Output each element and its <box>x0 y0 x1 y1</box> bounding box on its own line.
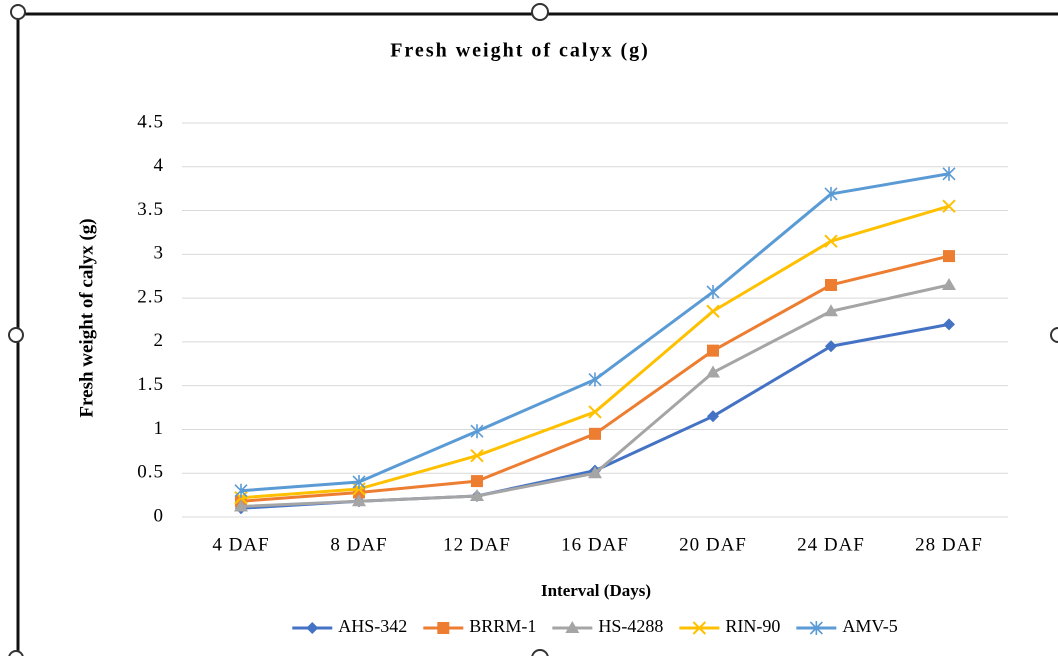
chart-title: Fresh weight of calyx (g) <box>390 40 650 62</box>
data-point <box>824 186 838 201</box>
data-point <box>471 475 483 488</box>
y-tick-label: 1 <box>154 418 165 439</box>
data-point <box>352 494 366 507</box>
x-tick-label: 16 DAF <box>561 534 629 555</box>
data-point <box>706 304 720 318</box>
legend-marker <box>809 621 823 635</box>
legend-marker <box>306 622 319 634</box>
data-point <box>943 250 955 263</box>
y-tick-label: 0 <box>154 505 165 526</box>
selection-frame <box>8 3 1058 656</box>
legend-label: AMV-5 <box>842 616 897 636</box>
y-tick-label: 1.5 <box>137 374 164 395</box>
legend-label: BRRM-1 <box>469 616 536 636</box>
legend-label: RIN-90 <box>725 616 780 636</box>
x-tick-label: 4 DAF <box>212 534 269 555</box>
series-line <box>240 172 950 493</box>
data-point <box>825 340 837 353</box>
data-point <box>943 318 955 331</box>
data-point <box>470 488 484 501</box>
x-tick-label: 12 DAF <box>443 534 511 555</box>
x-tick-label: 20 DAF <box>679 534 747 555</box>
data-point <box>707 410 719 423</box>
x-tick-label: 8 DAF <box>330 534 387 555</box>
data-point <box>234 483 248 498</box>
data-point <box>589 427 601 440</box>
data-point <box>824 234 838 248</box>
y-tick-label: 2 <box>154 330 165 351</box>
data-point <box>588 466 602 479</box>
data-point <box>707 344 719 357</box>
y-axis-label: Fresh weight of calyx (g) <box>76 218 97 417</box>
data-point <box>942 199 956 213</box>
x-tick-label: 24 DAF <box>797 534 865 555</box>
legend-marker <box>437 622 450 634</box>
data-point <box>470 449 484 463</box>
data-point <box>824 304 838 317</box>
data-point <box>942 166 956 181</box>
y-tick-label: 2.5 <box>137 286 164 307</box>
data-point <box>706 365 720 378</box>
data-point <box>706 284 720 299</box>
data-point <box>352 474 366 489</box>
data-point <box>588 372 602 387</box>
y-tick-label: 3 <box>154 243 165 264</box>
data-point <box>470 424 484 439</box>
legend-label: AHS-342 <box>338 616 407 636</box>
legend-marker <box>692 621 707 635</box>
x-axis-label: Interval (Days) <box>541 581 651 600</box>
data-point <box>825 278 837 291</box>
series-line <box>240 322 950 510</box>
legend-label: HS-4288 <box>598 616 663 636</box>
y-tick-label: 4.5 <box>137 111 164 132</box>
y-tick-label: 3.5 <box>137 199 164 220</box>
y-tick-label: 4 <box>154 155 165 176</box>
legend-marker <box>565 621 580 633</box>
data-point <box>942 277 956 290</box>
data-point <box>234 499 248 512</box>
data-point <box>588 405 602 419</box>
series-line <box>240 204 950 500</box>
x-tick-label: 28 DAF <box>915 534 983 555</box>
y-tick-label: 0.5 <box>137 462 164 483</box>
